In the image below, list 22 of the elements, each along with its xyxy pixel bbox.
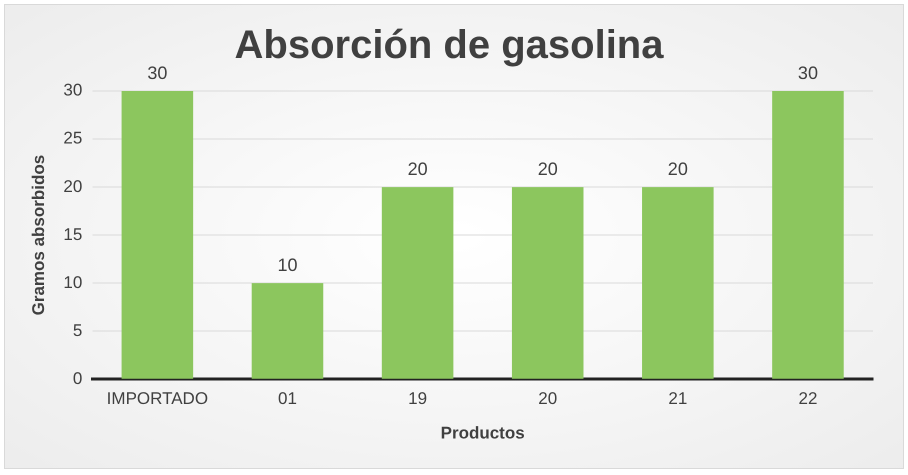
- data-label: 20: [538, 159, 558, 180]
- data-label: 20: [668, 159, 688, 180]
- data-label: 30: [147, 62, 168, 83]
- x-tick-label: 19: [408, 389, 428, 408]
- x-tick-label: 01: [278, 389, 297, 408]
- y-tick-label: 30: [63, 80, 82, 100]
- y-axis-title: Gramos absorbidos: [28, 154, 48, 316]
- x-tick-label: IMPORTADO: [106, 389, 208, 408]
- data-label: 20: [408, 159, 428, 180]
- chart-title: Absorción de gasolina: [234, 23, 664, 68]
- x-axis-title: Productos: [440, 423, 525, 442]
- y-tick-label: 10: [63, 272, 82, 292]
- y-tick-label: 15: [63, 224, 82, 244]
- x-tick-label: 20: [538, 389, 558, 408]
- data-label: 10: [277, 255, 298, 276]
- y-tick-label: 5: [72, 320, 82, 340]
- y-tick-label: 20: [63, 176, 82, 196]
- y-tick-label: 0: [72, 368, 82, 388]
- x-tick-label: 21: [668, 389, 688, 408]
- data-label: 30: [798, 62, 818, 83]
- x-tick-label: 22: [798, 389, 818, 408]
- y-tick-label: 25: [63, 128, 82, 148]
